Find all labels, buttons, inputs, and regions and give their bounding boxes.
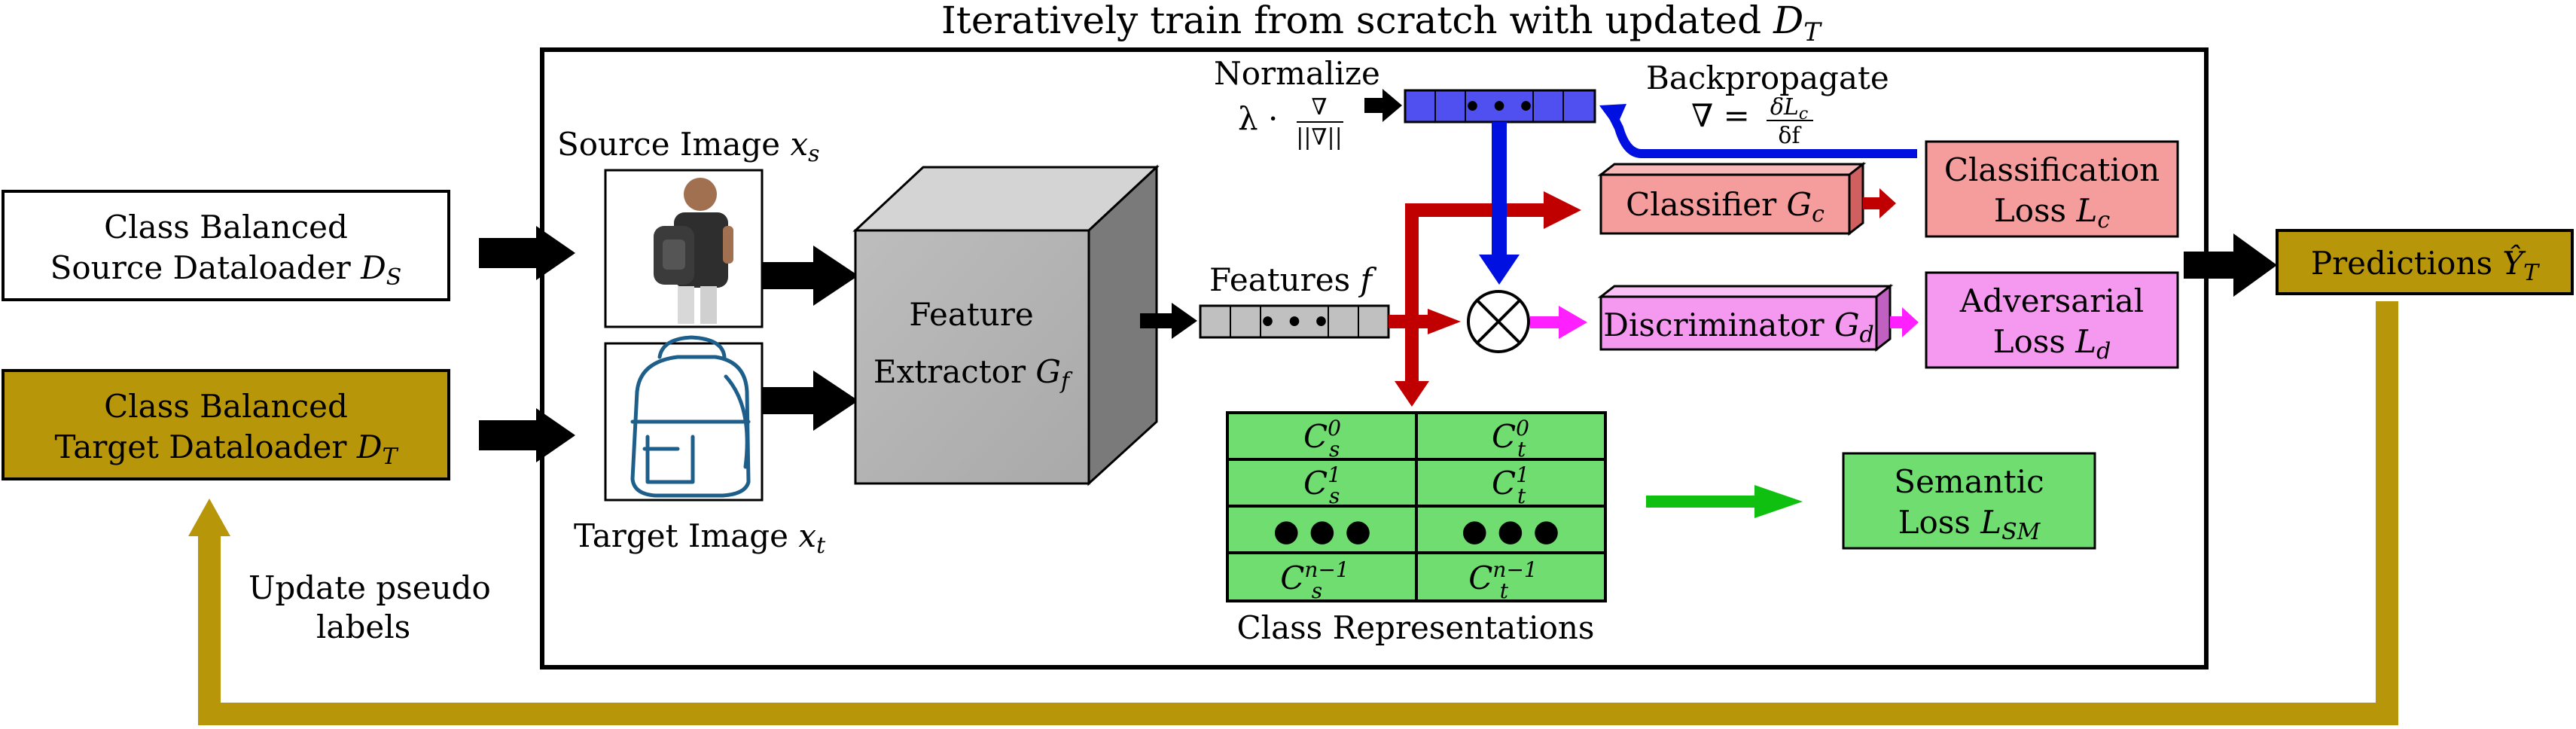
table-dots: ● ● ● <box>1273 514 1371 548</box>
backprop-numerator: δLc <box>1770 94 1808 124</box>
target-input-arrow <box>479 408 575 462</box>
table-cell: Cn−1 t <box>1468 557 1537 603</box>
table-cell: C0 s <box>1303 416 1341 462</box>
backprop-lhs: ∇ = <box>1691 97 1750 134</box>
source-image-label: Source Image xs <box>557 126 820 167</box>
class-representation-table: C0 s C0 t C1 s C1 t ● ● ● ● ● ● Cn−1 s Cn−1 t <box>1226 411 1607 603</box>
feedback-label-2: labels <box>316 609 410 645</box>
classifier-block: Classifier Gc <box>1597 161 1867 236</box>
adversarial-loss-line1: Adversarial <box>1959 282 2144 319</box>
feedback-loop-arrow <box>198 301 2398 725</box>
normalize-formula-prefix: λ · <box>1238 100 1278 137</box>
table-cell: C0 t <box>1492 416 1529 462</box>
feature-branch-arrows <box>1389 191 1581 407</box>
classification-loss: Classification Loss Lc <box>1925 140 2179 238</box>
features-dots: • • • <box>1259 307 1330 338</box>
table-cell: C1 s <box>1303 462 1341 508</box>
semantic-loss-line1: Semantic <box>1894 463 2044 500</box>
normalize-label: Normalize <box>1214 55 1380 92</box>
backprop-arrows <box>1479 104 1917 285</box>
discriminator-to-loss-arrow <box>1890 307 1919 337</box>
normalize-denominator: ||∇|| <box>1296 124 1342 151</box>
predictions: Predictions ŶT <box>2276 229 2574 295</box>
target-loader-line2: Target Dataloader DT <box>54 429 398 470</box>
normalize-arrow <box>1364 89 1402 122</box>
target-image <box>604 335 764 502</box>
target-to-extractor-arrow <box>762 371 858 431</box>
gradient-vector: • • • <box>1404 89 1596 124</box>
semantic-loss-line2: Loss LSM <box>1898 504 2041 545</box>
extractor-to-features-arrow <box>1140 303 1197 339</box>
classification-loss-line1: Classification <box>1944 151 2160 188</box>
backprop-label: Backpropagate <box>1646 59 1889 96</box>
source-dataloader: Class Balanced Source Dataloader DS <box>2 190 450 301</box>
source-loader-line2: Source Dataloader DS <box>50 249 402 291</box>
training-loop-frame <box>540 47 2209 670</box>
extractor-line1: Feature <box>909 296 1034 333</box>
target-image-label: Target Image xt <box>574 517 826 559</box>
source-image <box>604 169 764 328</box>
diagram-title: Iteratively train from scratch with upda… <box>941 0 1822 47</box>
classifier-label: Classifier Gc <box>1626 186 1825 227</box>
extractor-line2: Extractor Gf <box>873 353 1073 395</box>
discriminator-label: Discriminator Gd <box>1603 307 1873 348</box>
backprop-denominator: δf <box>1778 123 1801 149</box>
table-cell: Cn−1 s <box>1280 557 1349 603</box>
gradient-reversal-multiply <box>1467 290 1530 353</box>
source-loader-line1: Class Balanced <box>104 209 348 246</box>
class-table-caption: Class Representations <box>1237 609 1595 646</box>
features-vector: • • • <box>1199 304 1390 339</box>
source-to-extractor-arrow <box>762 246 858 306</box>
to-discriminator-arrow <box>1530 306 1587 339</box>
feedback-arrowhead <box>188 499 230 536</box>
target-dataloader: Class Balanced Target Dataloader DT <box>2 369 450 480</box>
semantic-arrow <box>1646 485 1803 518</box>
discriminator-block: Discriminator Gd <box>1597 283 1894 352</box>
normalize-numerator: ∇ <box>1312 94 1328 120</box>
table-cell: C1 t <box>1492 462 1529 508</box>
semantic-loss: Semantic Loss LSM <box>1842 452 2096 550</box>
features-label: Features f <box>1209 261 1377 298</box>
feature-extractor: Feature Extractor Gf <box>852 164 1160 487</box>
predictions-label: Predictions ŶT <box>2311 244 2540 286</box>
adversarial-loss: Adversarial Loss Ld <box>1925 271 2179 369</box>
classifier-to-loss-arrow <box>1863 188 1896 218</box>
classification-loss-line2: Loss Lc <box>1994 192 2111 233</box>
gradient-dots: • • • <box>1464 91 1535 123</box>
to-predictions-arrow <box>2184 233 2277 297</box>
adversarial-loss-line2: Loss Ld <box>1993 323 2111 364</box>
target-loader-line1: Class Balanced <box>104 388 348 425</box>
source-input-arrow <box>479 226 575 280</box>
table-dots: ● ● ● <box>1462 514 1559 548</box>
feedback-label-1: Update pseudo <box>248 569 491 606</box>
